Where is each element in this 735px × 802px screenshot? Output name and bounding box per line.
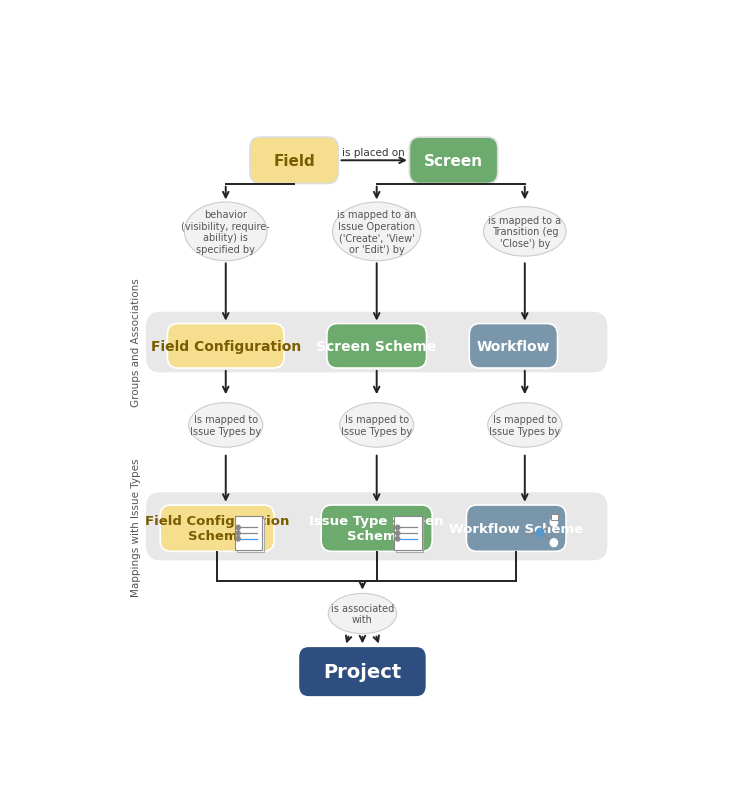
- Ellipse shape: [184, 203, 267, 261]
- Text: Field: Field: [273, 154, 315, 168]
- Circle shape: [395, 537, 400, 541]
- FancyBboxPatch shape: [160, 505, 274, 552]
- Text: Groups and Associations: Groups and Associations: [132, 278, 141, 407]
- FancyBboxPatch shape: [327, 324, 426, 369]
- FancyBboxPatch shape: [321, 505, 432, 552]
- Text: Project: Project: [323, 662, 401, 681]
- Text: Workflow: Workflow: [476, 339, 550, 354]
- Text: Issue Type Screen
Scheme: Issue Type Screen Scheme: [309, 515, 444, 542]
- Text: Workflow Scheme: Workflow Scheme: [449, 522, 584, 535]
- Circle shape: [395, 531, 400, 536]
- FancyBboxPatch shape: [467, 505, 566, 552]
- FancyBboxPatch shape: [298, 646, 426, 697]
- Ellipse shape: [189, 403, 263, 448]
- Ellipse shape: [329, 593, 397, 634]
- Circle shape: [537, 529, 544, 537]
- Circle shape: [236, 537, 240, 541]
- Text: Is mapped to
Issue Types by: Is mapped to Issue Types by: [190, 415, 262, 436]
- Text: Field Configuration
Scheme: Field Configuration Scheme: [145, 515, 290, 542]
- FancyBboxPatch shape: [551, 514, 558, 520]
- Text: behavior
(visibility, require-
ability) is
specified by: behavior (visibility, require- ability) …: [182, 210, 270, 254]
- Text: Is mapped to
Issue Types by: Is mapped to Issue Types by: [341, 415, 412, 436]
- Ellipse shape: [340, 403, 414, 448]
- Circle shape: [550, 519, 558, 527]
- Text: is placed on: is placed on: [343, 148, 405, 157]
- FancyBboxPatch shape: [395, 516, 422, 551]
- FancyBboxPatch shape: [146, 312, 607, 373]
- FancyBboxPatch shape: [237, 518, 264, 553]
- Text: is mapped to a
Transition (eg
'Close') by: is mapped to a Transition (eg 'Close') b…: [488, 216, 562, 249]
- Text: is associated
with: is associated with: [331, 603, 394, 625]
- Text: Is mapped to
Issue Types by: Is mapped to Issue Types by: [490, 415, 560, 436]
- Circle shape: [236, 531, 240, 536]
- FancyBboxPatch shape: [250, 138, 338, 184]
- Text: Mappings with Issue Types: Mappings with Issue Types: [132, 457, 141, 596]
- FancyBboxPatch shape: [396, 518, 423, 553]
- FancyBboxPatch shape: [235, 516, 262, 551]
- Ellipse shape: [332, 203, 421, 261]
- Circle shape: [395, 525, 400, 530]
- Ellipse shape: [484, 208, 566, 257]
- FancyBboxPatch shape: [146, 492, 607, 561]
- Circle shape: [550, 539, 558, 547]
- FancyBboxPatch shape: [409, 138, 498, 184]
- Text: Field Configuration: Field Configuration: [151, 339, 301, 354]
- FancyBboxPatch shape: [469, 324, 558, 369]
- Text: is mapped to an
Issue Operation
('Create', 'View'
or 'Edit') by: is mapped to an Issue Operation ('Create…: [337, 210, 416, 254]
- Text: Screen Scheme: Screen Scheme: [317, 339, 437, 354]
- Ellipse shape: [488, 403, 562, 448]
- Circle shape: [236, 525, 240, 530]
- FancyBboxPatch shape: [168, 324, 284, 369]
- Text: Screen: Screen: [424, 154, 483, 168]
